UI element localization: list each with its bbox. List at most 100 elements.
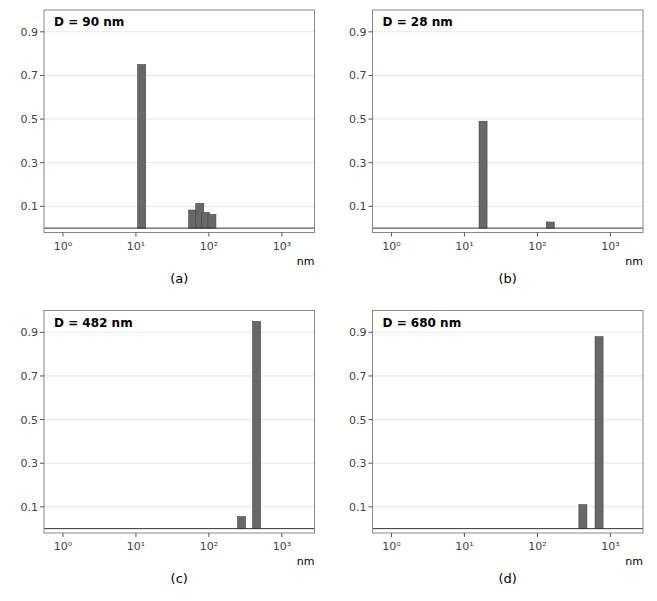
panel: 0.10.30.50.70.910⁰10¹10²10³nmD = 680 nm(… — [349, 311, 643, 587]
x-tick-label: 10¹ — [455, 240, 473, 253]
x-axis-label: nm — [625, 255, 643, 268]
y-tick — [369, 162, 373, 163]
y-tick — [40, 463, 44, 464]
x-tick — [610, 233, 611, 237]
y-tick — [40, 375, 44, 376]
bars — [138, 65, 216, 229]
x-tick — [62, 233, 63, 237]
bar — [479, 121, 487, 228]
plot-frame — [44, 311, 315, 534]
x-tick — [281, 233, 282, 237]
y-tick-label: 0.5 — [349, 113, 367, 126]
y-tick-label: 0.1 — [21, 200, 39, 213]
x-tick — [135, 233, 136, 237]
y-tick — [40, 75, 44, 76]
y-tick-label: 0.1 — [349, 200, 367, 213]
y-tick — [40, 31, 44, 32]
y-tick-label: 0.1 — [21, 501, 39, 514]
panel-title: D = 28 nm — [383, 15, 453, 29]
y-tick-label: 0.9 — [349, 326, 367, 339]
y-tick — [40, 206, 44, 207]
panel: 0.10.30.50.70.910⁰10¹10²10³nmD = 28 nm(b… — [349, 10, 643, 286]
x-tick-label: 10³ — [601, 240, 619, 253]
grid-line — [44, 119, 315, 120]
y-tick-label: 0.7 — [349, 69, 367, 82]
y-tick-label: 0.5 — [349, 414, 367, 427]
panel-title: D = 482 nm — [54, 316, 133, 330]
x-tick — [464, 533, 465, 537]
x-tick-label: 10⁰ — [382, 240, 401, 253]
x-tick — [135, 533, 136, 537]
x-tick-label: 10³ — [273, 240, 291, 253]
x-tick-label: 10² — [200, 240, 218, 253]
x-axis-label: nm — [297, 255, 315, 268]
bar — [253, 321, 261, 528]
y-tick — [369, 332, 373, 333]
y-tick — [369, 463, 373, 464]
x-tick-label: 10¹ — [455, 540, 473, 553]
y-tick-label: 0.7 — [21, 69, 39, 82]
y-tick-label: 0.7 — [349, 370, 367, 383]
y-tick-label: 0.3 — [349, 157, 367, 170]
panel-subtitle: (a) — [170, 271, 188, 286]
x-tick — [208, 533, 209, 537]
x-tick-label: 10⁰ — [54, 240, 73, 253]
grid-line — [44, 332, 315, 333]
x-tick — [62, 533, 63, 537]
y-tick-label: 0.7 — [21, 370, 39, 383]
grid-line — [373, 31, 644, 32]
x-tick — [537, 233, 538, 237]
x-tick — [281, 533, 282, 537]
y-tick — [369, 506, 373, 507]
y-tick-label: 0.3 — [21, 457, 39, 470]
x-tick — [537, 533, 538, 537]
bar — [546, 222, 554, 228]
baseline — [373, 528, 644, 529]
bars — [479, 121, 554, 228]
y-tick — [369, 375, 373, 376]
plot-frame — [373, 311, 644, 534]
y-tick — [40, 119, 44, 120]
x-tick-label: 10² — [528, 240, 546, 253]
bar — [138, 65, 146, 229]
grid-line — [373, 206, 644, 207]
bar — [579, 505, 587, 529]
grid-line — [44, 506, 315, 507]
y-tick — [369, 119, 373, 120]
baseline — [44, 228, 315, 229]
x-tick-label: 10¹ — [127, 540, 145, 553]
panel-subtitle: (b) — [499, 271, 517, 286]
y-tick-label: 0.5 — [21, 113, 39, 126]
plot-frame — [44, 10, 315, 233]
y-tick-label: 0.9 — [21, 26, 39, 39]
plot-frame — [373, 10, 644, 233]
panel: 0.10.30.50.70.910⁰10¹10²10³nmD = 482 nm(… — [21, 311, 315, 587]
panel-title: D = 680 nm — [383, 316, 462, 330]
panel-subtitle: (c) — [171, 571, 188, 586]
x-tick-label: 10⁰ — [54, 540, 73, 553]
panel-subtitle: (d) — [499, 571, 517, 586]
bar — [595, 337, 603, 529]
x-tick — [391, 233, 392, 237]
grid-line — [44, 419, 315, 420]
y-tick — [40, 506, 44, 507]
figure: 0.10.30.50.70.910⁰10¹10²10³nmD = 90 nm(a… — [0, 0, 657, 601]
x-tick-label: 10² — [528, 540, 546, 553]
panel: 0.10.30.50.70.910⁰10¹10²10³nmD = 90 nm(a… — [21, 10, 315, 286]
x-tick-label: 10³ — [273, 540, 291, 553]
bars — [579, 337, 603, 529]
x-tick — [208, 233, 209, 237]
x-tick-label: 10⁰ — [382, 540, 401, 553]
x-tick-label: 10¹ — [127, 240, 145, 253]
grid-line — [44, 162, 315, 163]
y-tick-label: 0.1 — [349, 501, 367, 514]
baseline — [373, 228, 644, 229]
grid-line — [373, 75, 644, 76]
x-axis-label: nm — [297, 555, 315, 568]
y-tick — [369, 206, 373, 207]
y-tick-label: 0.3 — [21, 157, 39, 170]
x-tick — [610, 533, 611, 537]
bar — [208, 214, 216, 228]
y-tick — [369, 419, 373, 420]
bars — [238, 321, 261, 528]
